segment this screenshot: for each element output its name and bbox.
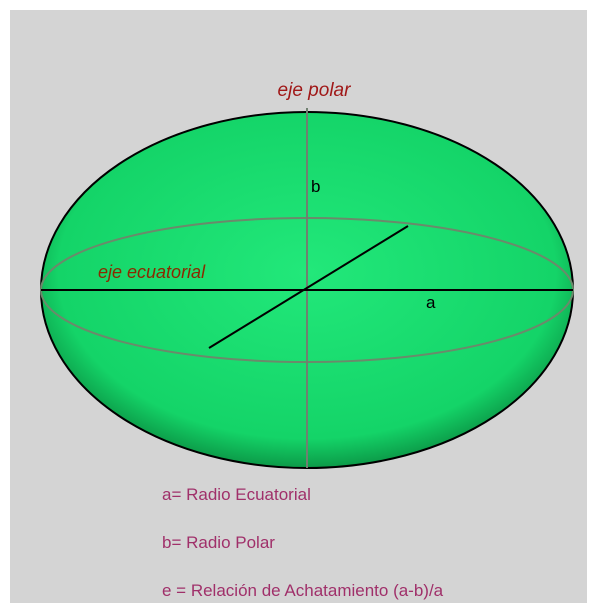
legend-item: a= Radio Ecuatorial [162, 485, 311, 504]
b-label: b [311, 177, 320, 196]
legend-item: b= Radio Polar [162, 533, 275, 552]
equatorial-label: eje ecuatorial [98, 262, 206, 282]
a-label: a [426, 293, 436, 312]
radius-line [208, 225, 409, 349]
legend-item: e = Relación de Achatamiento (a-b)/a [162, 581, 444, 600]
polar-label: eje polar [278, 80, 352, 101]
